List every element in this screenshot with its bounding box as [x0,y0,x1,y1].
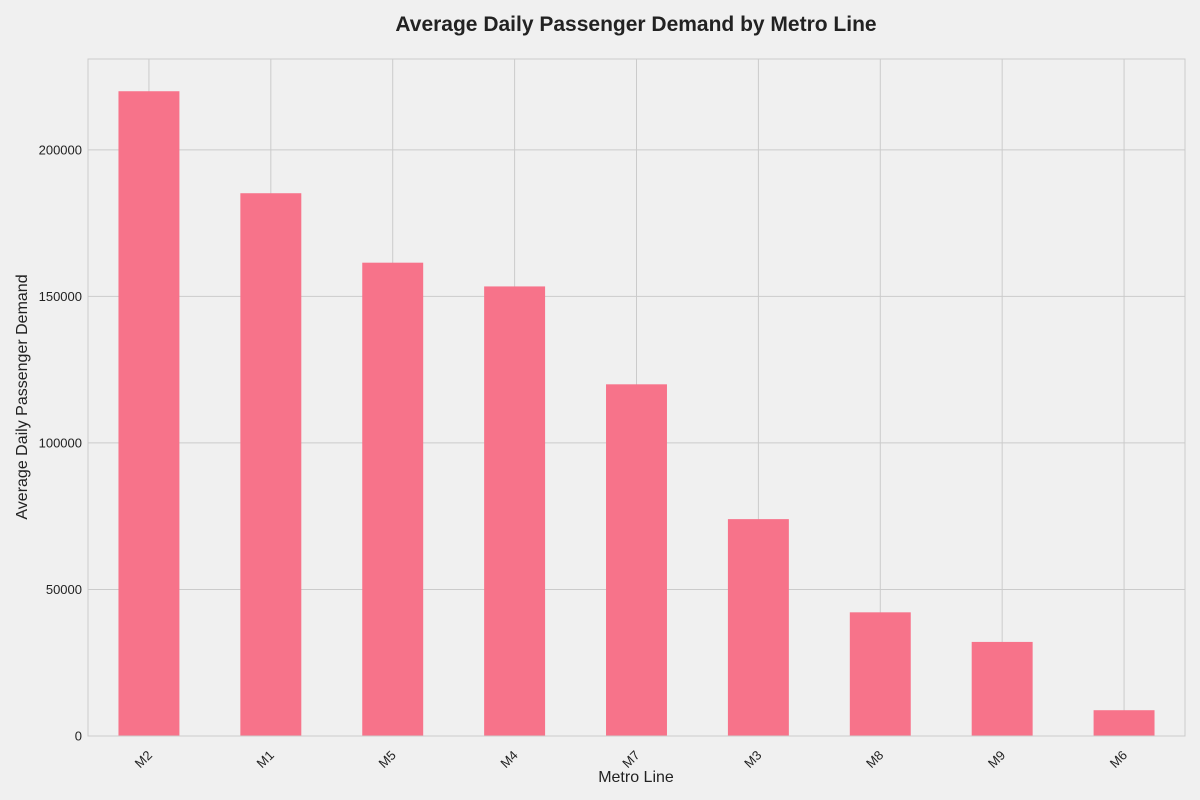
y-tick-label: 100000 [39,435,82,450]
bars [118,91,1155,736]
bar-m2 [118,91,180,736]
bar-m1 [240,193,302,736]
y-tick-label: 50000 [46,582,82,597]
chart-title: Average Daily Passenger Demand by Metro … [395,13,876,36]
y-tick-label: 150000 [39,289,82,304]
y-axis-label: Average Daily Passenger Demand [14,274,31,519]
y-tick-labels: 0 50000 100000 150000 200000 [39,142,82,743]
bar-m4 [484,286,546,736]
bar-m7 [606,384,667,736]
x-axis-label: Metro Line [598,769,674,786]
bar-m3 [727,519,789,736]
plot-frame [87,58,1186,737]
y-tick-label: 200000 [39,142,82,157]
y-tick-label: 0 [75,729,82,744]
bar-m9 [971,641,1033,736]
bar-m5 [362,262,424,736]
bar-m6 [1093,710,1155,736]
bar-m8 [849,612,911,736]
